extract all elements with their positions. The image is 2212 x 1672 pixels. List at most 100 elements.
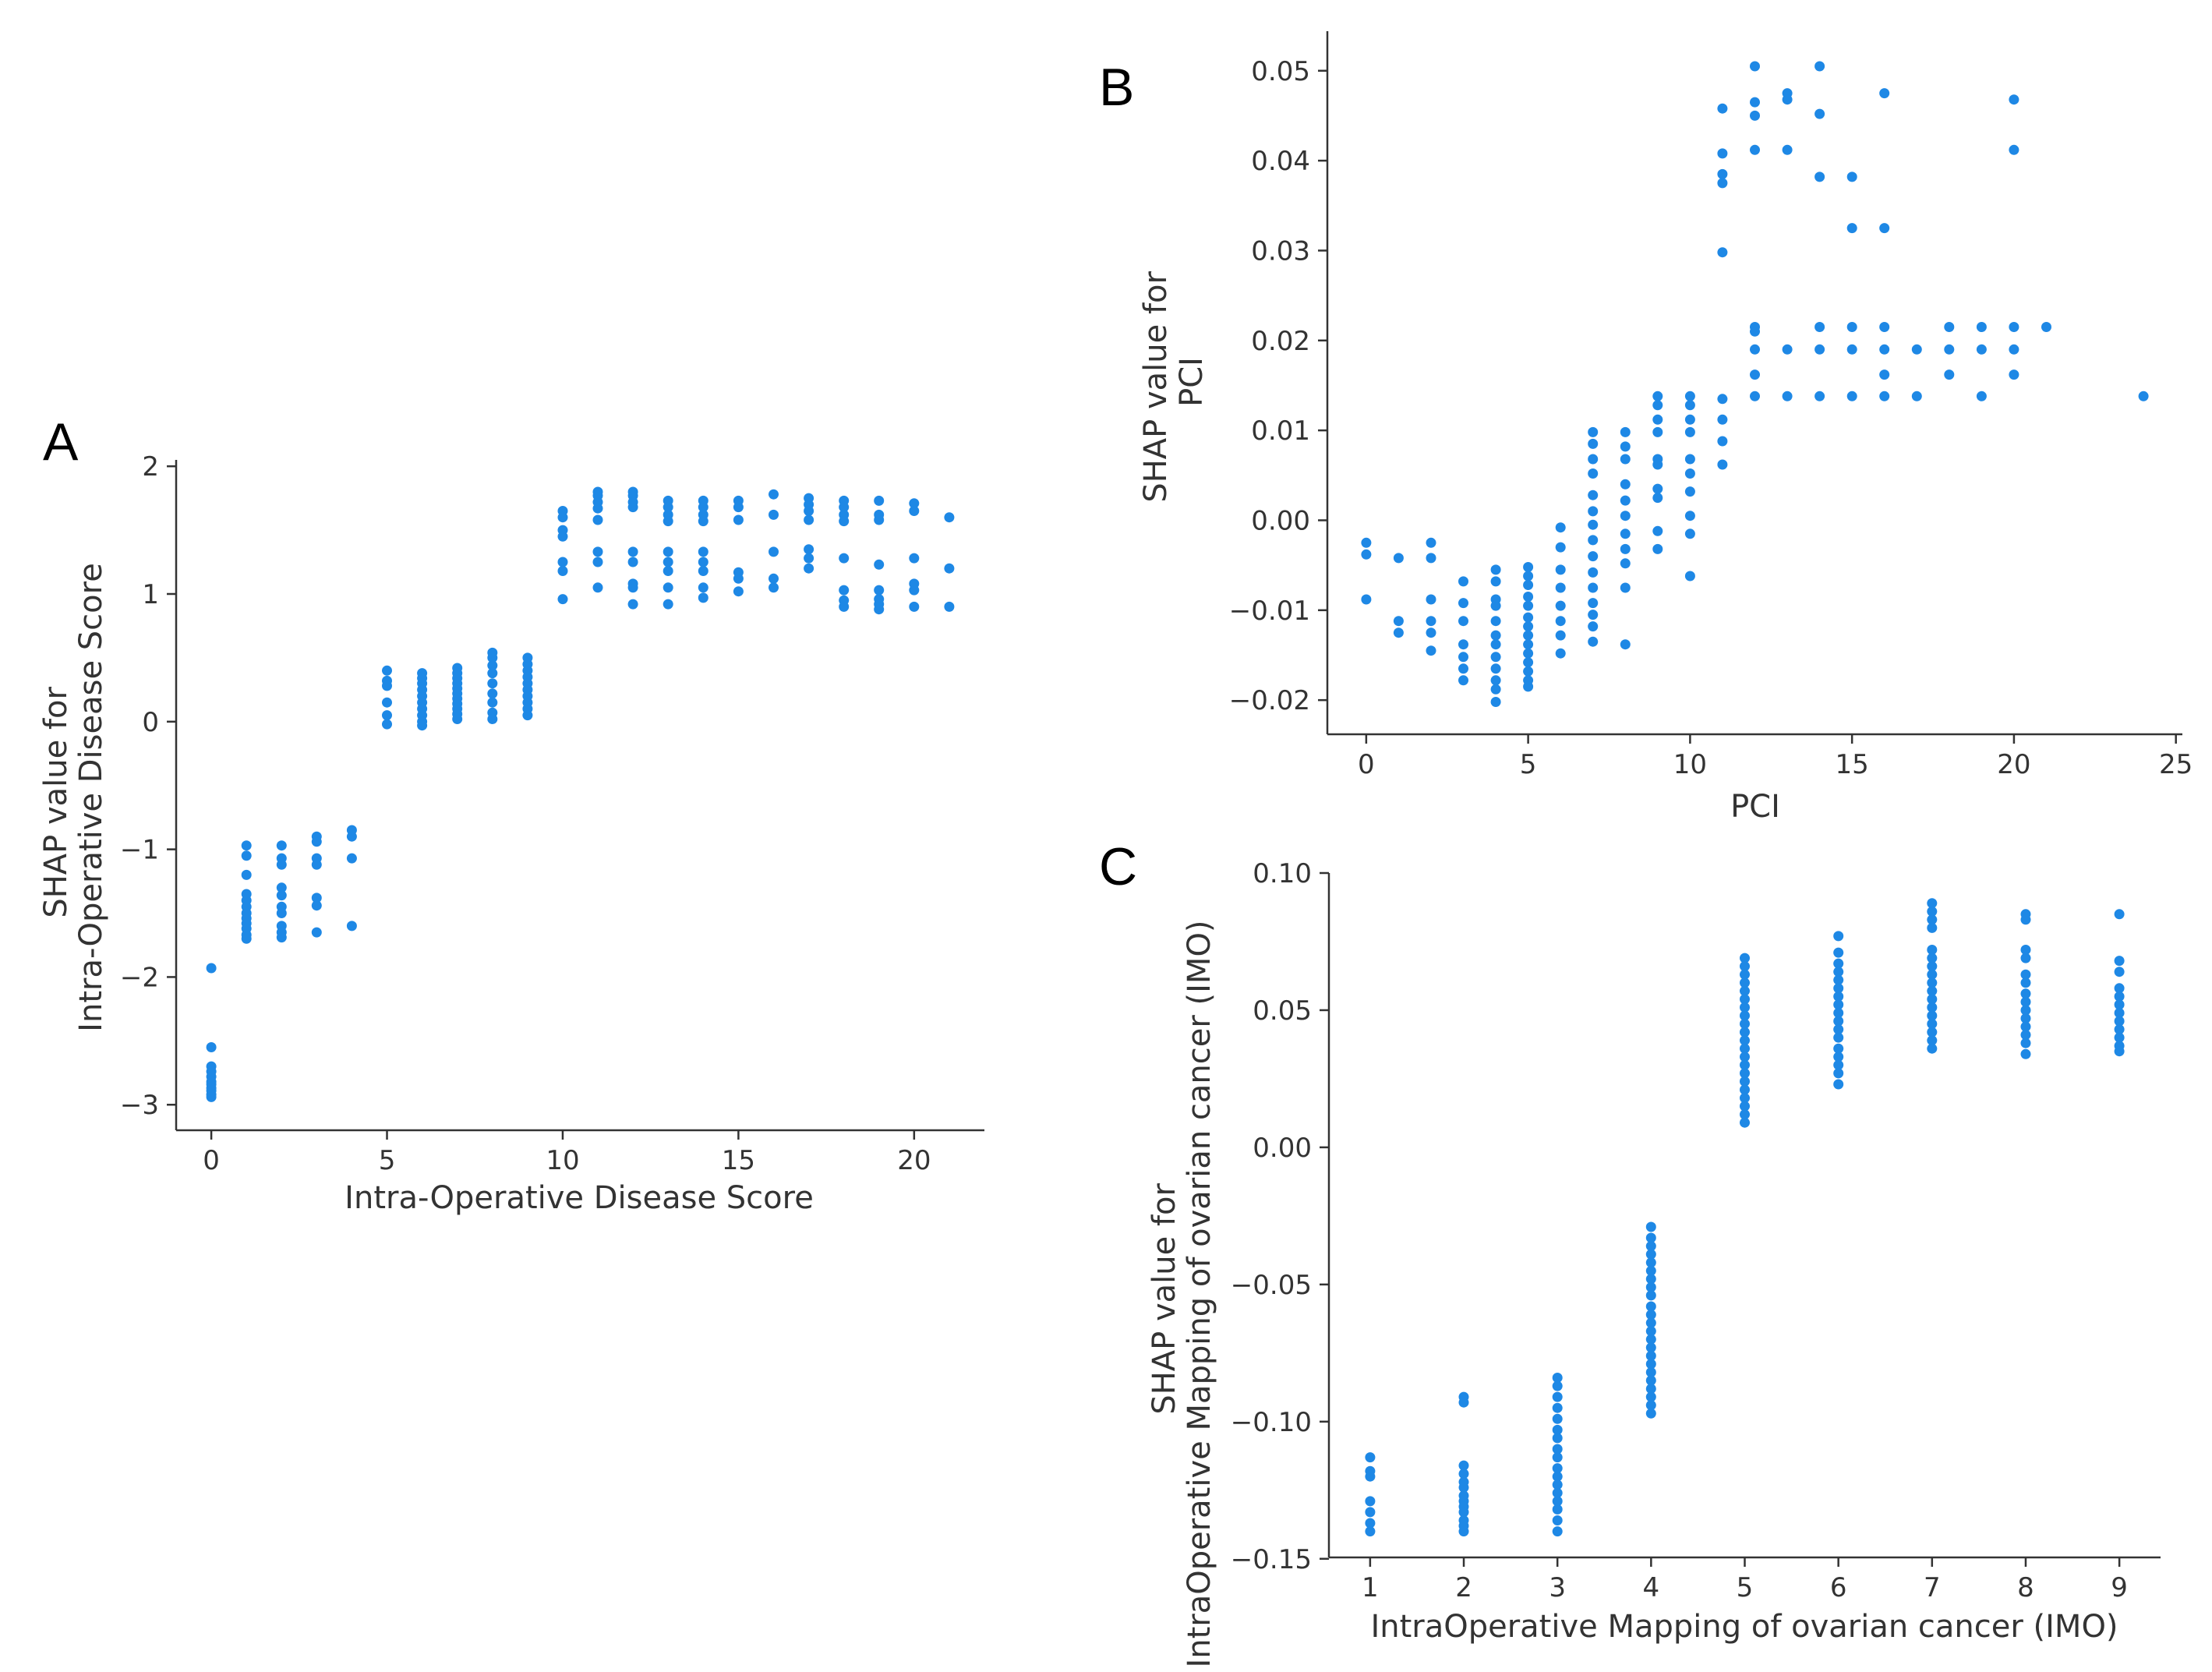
panel-b-x-tick-label: 5 <box>1520 749 1537 780</box>
panel-b-point <box>1652 414 1663 425</box>
panel-b-point <box>1814 344 1825 355</box>
panel-c-point <box>1552 1515 1563 1525</box>
panel-b-point <box>1879 88 1890 99</box>
panel-c-point <box>1458 1460 1469 1471</box>
panel-a: A 0 5 10 15 20 −3 −2 −1 0 1 2 Intra-Operative Dis… <box>38 412 984 1216</box>
panel-a-point <box>276 882 287 893</box>
panel-a-point <box>663 516 673 527</box>
panel-c-point <box>1552 1504 1563 1515</box>
panel-a-y-tick-label: 2 <box>142 451 159 483</box>
panel-c-point <box>1833 1068 1844 1079</box>
panel-b-point <box>1458 675 1468 686</box>
panel-label-a: A <box>43 412 79 472</box>
panel-b-point <box>1588 426 1599 437</box>
panel-c-point <box>1645 1281 1656 1292</box>
panel-a-point <box>557 531 568 542</box>
panel-b-point <box>1976 391 1987 401</box>
panel-c-point <box>1458 1482 1469 1493</box>
panel-a-point <box>592 503 603 514</box>
panel-a-point <box>663 546 673 557</box>
panel-c-point <box>1552 1526 1563 1537</box>
panel-c-point <box>2114 1016 2125 1027</box>
panel-c-point <box>2020 977 2031 988</box>
panel-c-point <box>1645 1334 1656 1345</box>
panel-a-point <box>241 840 252 851</box>
panel-a-point <box>804 553 814 564</box>
panel-c-point <box>1552 1496 1563 1507</box>
panel-c-point <box>1552 1479 1563 1490</box>
panel-a-point <box>627 582 638 593</box>
panel-b-point <box>1555 616 1566 627</box>
panel-b-point <box>1750 391 1760 401</box>
panel-a-point <box>311 859 322 870</box>
panel-b-point <box>1588 506 1599 517</box>
panel-a-point <box>592 514 603 525</box>
panel-a-point <box>592 582 603 593</box>
panel-c-x-tick-label: 3 <box>1549 1572 1566 1603</box>
panel-c-point <box>1833 974 1844 985</box>
panel-c-point <box>1458 1507 1469 1518</box>
panel-c-point <box>1927 1010 1938 1021</box>
panel-b-point <box>1588 598 1599 609</box>
panel-b-point <box>1458 663 1468 674</box>
panel-b-point <box>1523 592 1534 602</box>
panel-c-x-axis-label: IntraOperative Mapping of ovarian cancer… <box>1370 1609 2118 1645</box>
panel-b-point <box>1620 495 1631 506</box>
panel-b-point <box>2009 322 2019 332</box>
panel-c-point <box>2020 953 2031 963</box>
panel-b-point <box>1555 564 1566 575</box>
panel-a-point <box>557 594 568 605</box>
panel-c-x-tick-label: 6 <box>1830 1572 1847 1603</box>
panel-c-point <box>2114 956 2125 967</box>
panel-c-point <box>1365 1496 1376 1507</box>
panel-c-point <box>1552 1463 1563 1474</box>
panel-b-y-tick-label: 0.03 <box>1251 235 1310 267</box>
panel-b-point <box>1458 639 1468 650</box>
panel-b-point <box>1684 486 1695 497</box>
panel-b-point <box>1620 543 1631 554</box>
panel-b-point <box>1426 627 1436 638</box>
panel-c-point <box>1458 1469 1469 1479</box>
panel-b-point <box>1620 528 1631 539</box>
panel-a-point <box>627 546 638 557</box>
panel-c-point <box>1740 1002 1750 1013</box>
panel-c-y-axis-label-line-2: IntraOperative Mapping of ovarian cancer… <box>1182 920 1217 1667</box>
panel-a-point <box>663 502 673 513</box>
panel-c-point <box>1552 1433 1563 1444</box>
panel-b-point <box>1717 103 1728 114</box>
panel-c-point <box>1927 961 1938 972</box>
panel-b-point <box>1588 621 1599 632</box>
panel-c-point <box>1927 945 1938 955</box>
panel-b-point <box>1393 616 1404 627</box>
panel-a-point <box>276 908 287 918</box>
panel-b-point <box>1588 468 1599 479</box>
panel-b-point <box>1523 648 1534 659</box>
panel-b-point <box>1750 61 1760 72</box>
panel-c-point <box>1645 1274 1656 1285</box>
panel-b-point <box>1911 344 1922 355</box>
panel-b-point <box>1814 108 1825 119</box>
panel-b-point <box>1426 616 1436 627</box>
panel-a-point <box>276 859 287 870</box>
panel-a-point <box>874 514 885 525</box>
panel-c-y-tick-label: −0.10 <box>1231 1407 1312 1438</box>
panel-c-point <box>1927 977 1938 988</box>
panel-b-point <box>1620 582 1631 593</box>
panel-c-point <box>1927 1019 1938 1029</box>
panel-a-point <box>874 604 885 615</box>
panel-c-point <box>1740 977 1750 988</box>
panel-b-point <box>1846 223 1857 234</box>
panel-b-point <box>1620 441 1631 452</box>
panel-b-point <box>1523 681 1534 692</box>
panel-a-point <box>417 720 428 731</box>
panel-c-point <box>2114 983 2125 994</box>
panel-a-point <box>346 831 357 842</box>
panel-a-point <box>522 710 533 721</box>
panel-b-point <box>1490 697 1501 707</box>
panel-b-point <box>1490 675 1501 686</box>
panel-b-point <box>1717 148 1728 159</box>
panel-c-x-tick-label: 9 <box>2111 1572 2128 1603</box>
panel-b-point <box>1426 553 1436 564</box>
panel-b-y-ticks: −0.02 −0.01 0.00 0.01 0.02 0.03 0.04 0.05 <box>1229 56 1327 716</box>
